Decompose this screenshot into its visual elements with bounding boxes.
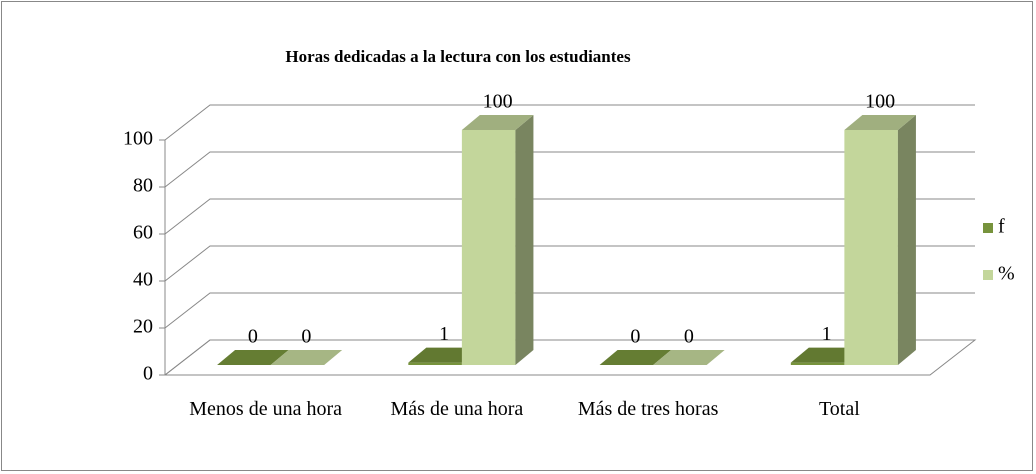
x-tick-label: Menos de una hora xyxy=(189,398,342,420)
grid-line xyxy=(164,104,975,141)
y-tick-label: 40 xyxy=(133,269,153,291)
bar-front xyxy=(461,130,516,365)
data-label: 1 xyxy=(822,323,832,345)
bar-side xyxy=(897,115,916,365)
legend-swatch xyxy=(983,223,993,233)
bar-side xyxy=(515,115,534,365)
y-tick-label: 20 xyxy=(133,316,153,338)
grid-line xyxy=(164,292,975,329)
bar-front xyxy=(844,130,898,365)
bar-front xyxy=(790,362,845,365)
grid-line xyxy=(164,151,975,188)
data-label: 0 xyxy=(301,326,311,348)
chart-title: Horas dedicadas a la lectura con los est… xyxy=(285,47,631,66)
y-tick-label: 80 xyxy=(133,175,153,197)
legend-label: % xyxy=(998,263,1015,285)
data-label: 1 xyxy=(439,323,449,345)
grid-line xyxy=(164,198,975,235)
y-tick-label: 0 xyxy=(143,363,153,385)
x-tick-label: Total xyxy=(818,398,860,420)
grid-line xyxy=(164,245,975,282)
bar-top xyxy=(270,350,343,365)
data-label: 0 xyxy=(248,326,258,348)
legend-label: f xyxy=(998,216,1005,238)
bar-top xyxy=(217,350,289,365)
bar-top xyxy=(844,115,916,130)
data-label: 100 xyxy=(865,91,895,113)
y-tick-label: 60 xyxy=(133,222,153,244)
data-label: 0 xyxy=(684,326,694,348)
x-tick-label: Más de una hora xyxy=(390,398,524,420)
data-label: 100 xyxy=(483,91,513,113)
bar-top xyxy=(461,115,534,130)
grid-line xyxy=(164,339,975,376)
legend-swatch xyxy=(983,270,993,280)
x-tick-label: Más de tres horas xyxy=(577,398,719,420)
bar-top xyxy=(599,350,672,365)
y-tick-label: 100 xyxy=(123,128,153,150)
bar-front xyxy=(408,362,462,365)
bar-top xyxy=(653,350,725,365)
data-label: 0 xyxy=(630,326,640,348)
